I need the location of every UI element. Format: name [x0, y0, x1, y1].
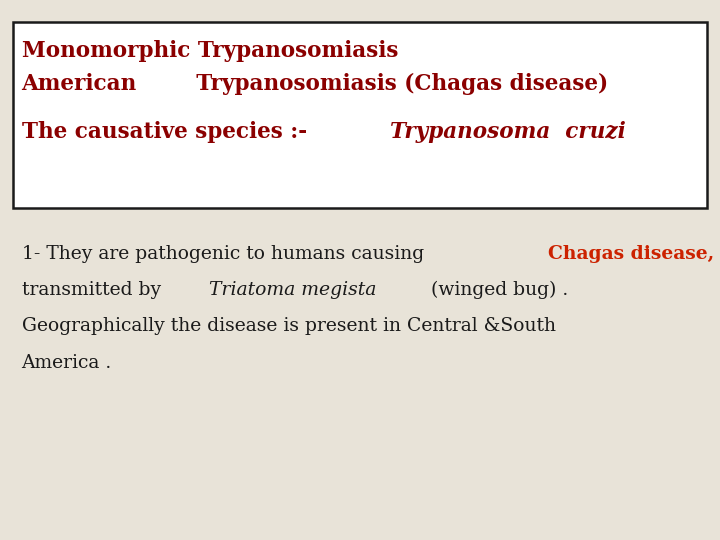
Text: Chagas disease,: Chagas disease,: [548, 245, 714, 263]
Text: Triatoma megista: Triatoma megista: [209, 281, 377, 299]
Text: (winged bug) .: (winged bug) .: [425, 281, 568, 299]
Text: Geographically the disease is present in Central &South: Geographically the disease is present in…: [22, 317, 556, 335]
Text: Trypanosoma  cruzi: Trypanosoma cruzi: [390, 122, 625, 143]
Text: The causative species :-: The causative species :-: [22, 122, 307, 143]
Text: transmitted by: transmitted by: [22, 281, 167, 299]
Text: American        Trypanosomiasis (Chagas disease): American Trypanosomiasis (Chagas disease…: [22, 73, 608, 94]
Text: Monomorphic Trypanosomiasis: Monomorphic Trypanosomiasis: [22, 40, 398, 62]
Text: 1- They are pathogenic to humans causing: 1- They are pathogenic to humans causing: [22, 245, 430, 263]
Text: America .: America .: [22, 354, 112, 372]
FancyBboxPatch shape: [13, 22, 707, 208]
